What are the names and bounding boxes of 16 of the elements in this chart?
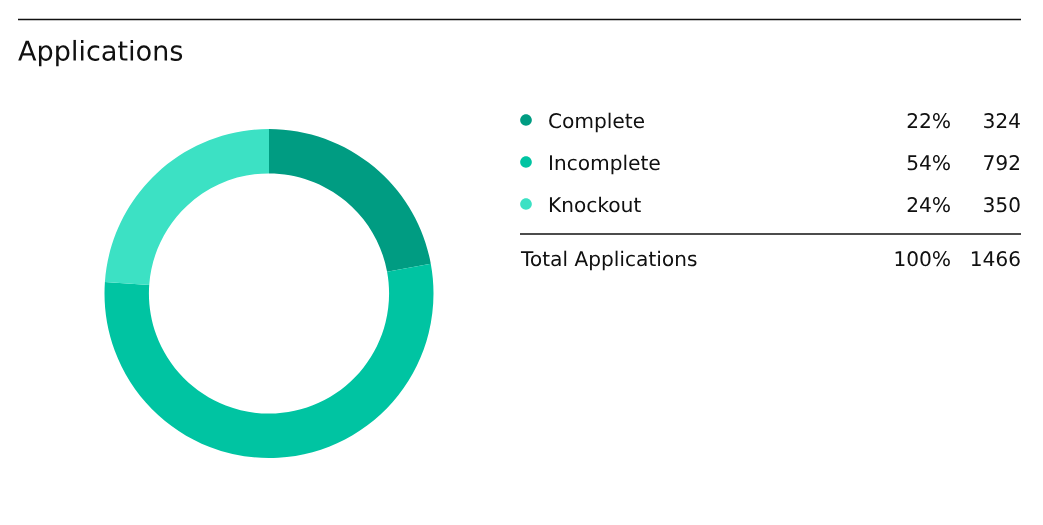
text: 24%: [907, 197, 950, 213]
data-label: 792: [984, 155, 1019, 171]
legend-label: Complete: [549, 112, 644, 133]
text: 100%: [895, 251, 950, 267]
text: 54%: [907, 155, 950, 171]
legend-label: Incomplete: [549, 154, 660, 175]
text: 22%: [907, 113, 950, 129]
donut-slice: [104, 129, 269, 286]
data-label: 324: [984, 113, 1020, 129]
legend-label: Knockout: [549, 196, 641, 213]
data-label: 350: [984, 197, 1020, 213]
text: Total Applications: [520, 250, 697, 271]
text: 1466: [971, 251, 1020, 267]
donut-slice: [104, 263, 434, 458]
chart-title: Applications: [18, 39, 183, 67]
donut-slice: [269, 129, 431, 272]
